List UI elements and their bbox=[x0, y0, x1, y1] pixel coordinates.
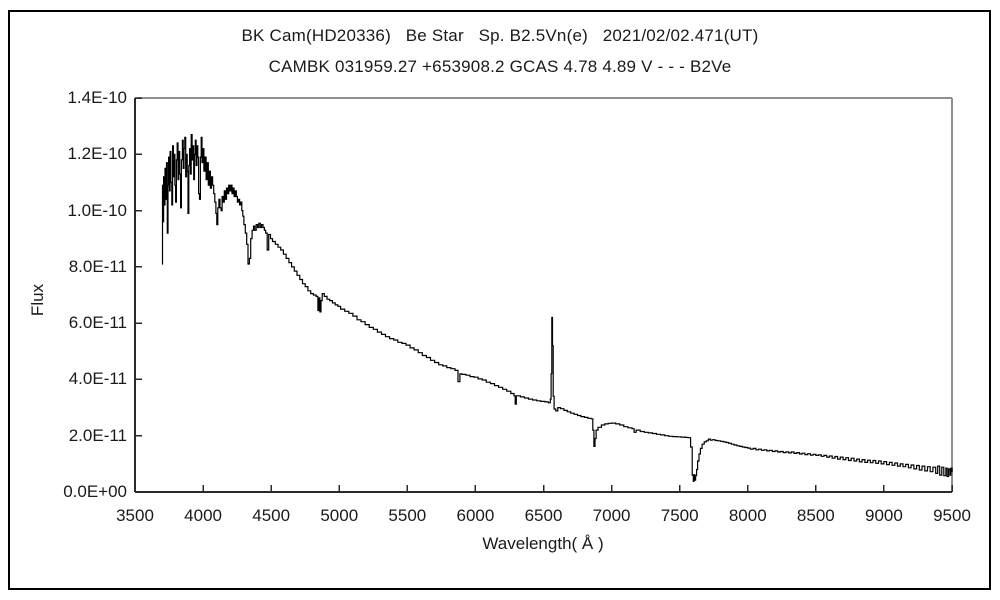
chart-subtitle: CAMBK 031959.27 +653908.2 GCAS 4.78 4.89… bbox=[268, 57, 732, 76]
spectrum-line bbox=[161, 134, 953, 482]
chart-title: BK Cam(HD20336) Be Star Sp. B2.5Vn(e) 20… bbox=[241, 26, 759, 45]
x-axis-title: Wavelength( Å ) bbox=[482, 534, 604, 553]
